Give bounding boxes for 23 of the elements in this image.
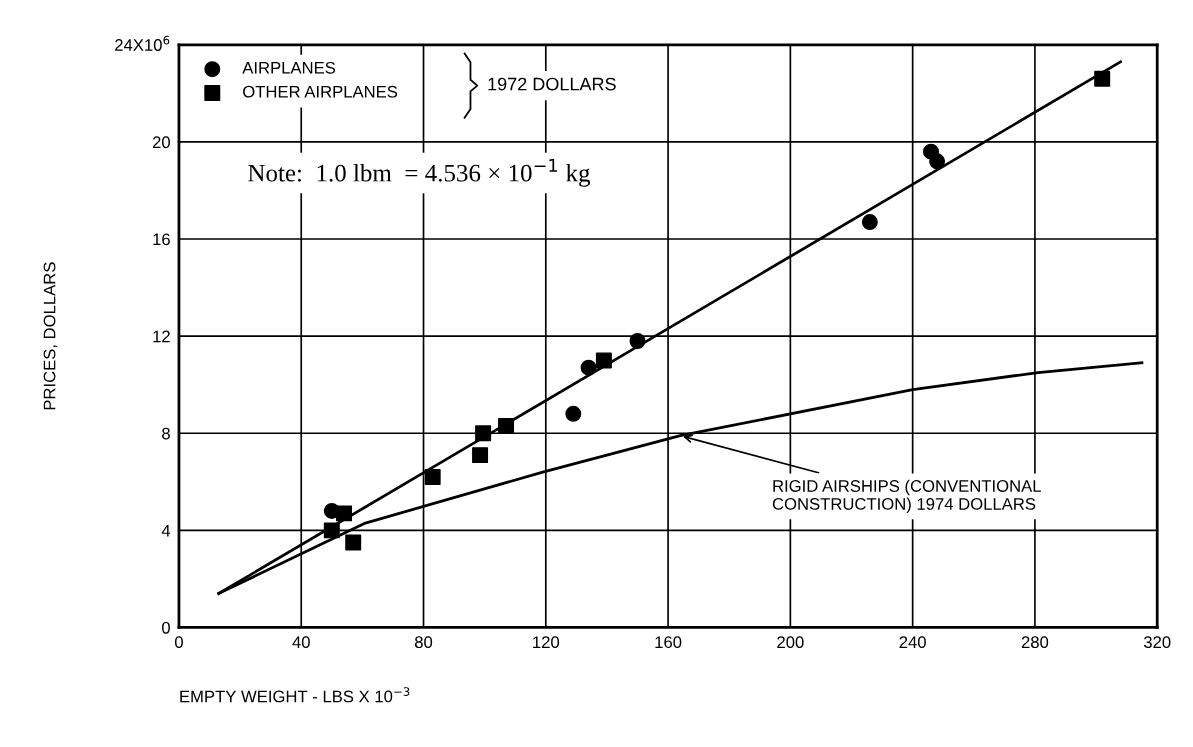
annotation: 1972 DOLLARS [488, 77, 616, 91]
y-tick-label: 12 [153, 330, 170, 343]
legend-label: AIRPLANES [242, 61, 336, 74]
annotation: RIGID AIRSHIPS (CONVENTIONAL CONSTRUCTION) 1974 DOLLARS [772, 479, 1041, 514]
x-tick-label: 240 [899, 636, 926, 649]
y-tick-label: 4 [161, 524, 171, 537]
y-tick-label: 0 [162, 621, 170, 634]
legend-label: OTHER AIRPLANES [243, 85, 398, 98]
y-tick-label: 20 [152, 136, 170, 149]
x-tick-label: 320 [1143, 636, 1171, 649]
x-tick-label: 40 [292, 636, 310, 649]
y-axis-title: PRICES, DOLLARS [43, 262, 58, 410]
y-tick-label: 8 [162, 427, 170, 440]
annotation: Note: 1.0 lbm = 4.536 × 10$^{−1}$ kg [248, 159, 591, 187]
y-tick-label: 24X10$^{6}$ [115, 35, 170, 51]
x-tick-label: 80 [414, 636, 433, 649]
x-tick-label: 120 [533, 636, 560, 649]
x-tick-label: 280 [1021, 636, 1049, 649]
x-tick-label: 0 [174, 636, 183, 649]
x-tick-label: 200 [777, 636, 804, 649]
x-tick-label: 160 [655, 636, 682, 649]
x-axis-title: EMPTY WEIGHT - LBS X 10$^{−3}$ [180, 687, 410, 703]
y-tick-label: 16 [153, 233, 170, 246]
